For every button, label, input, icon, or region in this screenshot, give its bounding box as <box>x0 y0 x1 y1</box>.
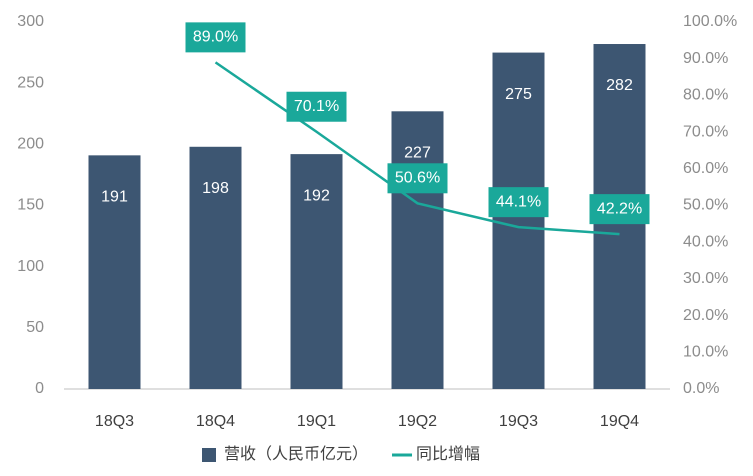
y-tick-label: 150 <box>17 197 44 214</box>
y2-tick-label: 50.0% <box>683 197 728 214</box>
bar <box>88 155 141 389</box>
y2-tick-label: 40.0% <box>683 233 728 250</box>
y-tick-label: 250 <box>17 74 44 91</box>
y-tick-label: 100 <box>17 258 44 275</box>
bar-value-label: 227 <box>404 145 431 162</box>
y-tick-label: 300 <box>17 13 44 30</box>
y2-tick-label: 10.0% <box>683 344 728 361</box>
value-label-box <box>185 22 246 53</box>
y2-tick-label: 80.0% <box>683 87 728 104</box>
line-value-label: 42.2% <box>597 200 642 217</box>
bar-value-label: 192 <box>303 187 330 204</box>
legend-label: 营收（人民币亿元） <box>224 445 368 463</box>
legend-swatch <box>202 448 216 462</box>
y2-tick-label: 60.0% <box>683 160 728 177</box>
bar-value-label: 198 <box>202 180 229 197</box>
x-tick-label: 19Q1 <box>297 413 336 430</box>
line <box>214 61 620 236</box>
line-value-label: 44.1% <box>496 193 541 210</box>
y-tick-label: 50 <box>26 319 44 336</box>
bar-value-label: 275 <box>505 86 532 103</box>
x-tick-label: 19Q4 <box>600 413 639 430</box>
x-tick-label: 19Q3 <box>499 413 538 430</box>
x-tick-label: 19Q2 <box>398 413 437 430</box>
y2-tick-label: 100.0% <box>683 13 737 30</box>
value-label-box <box>387 163 448 194</box>
y2-tick-label: 20.0% <box>683 307 728 324</box>
bar <box>391 111 444 389</box>
y-tick-label: 0 <box>35 380 44 397</box>
bar <box>492 52 545 389</box>
bar-value-label: 191 <box>101 189 128 206</box>
legend-label: 同比增幅 <box>416 445 480 463</box>
y-tick-label: 200 <box>17 136 44 153</box>
line-value-label: 50.6% <box>395 170 440 187</box>
y2-tick-label: 0.0% <box>683 380 719 397</box>
value-label-box <box>488 187 549 218</box>
bar <box>189 146 242 389</box>
bar <box>290 154 343 389</box>
y2-tick-label: 70.0% <box>683 123 728 140</box>
y2-tick-label: 30.0% <box>683 270 728 287</box>
y2-tick-label: 90.0% <box>683 50 728 67</box>
x-tick-label: 18Q3 <box>95 413 134 430</box>
bar-value-label: 282 <box>606 77 633 94</box>
x-tick-label: 18Q4 <box>196 413 235 430</box>
line-value-label: 89.0% <box>193 29 238 46</box>
line-value-label: 70.1% <box>294 98 339 115</box>
value-label-box <box>589 194 650 225</box>
value-label-box <box>286 91 347 122</box>
